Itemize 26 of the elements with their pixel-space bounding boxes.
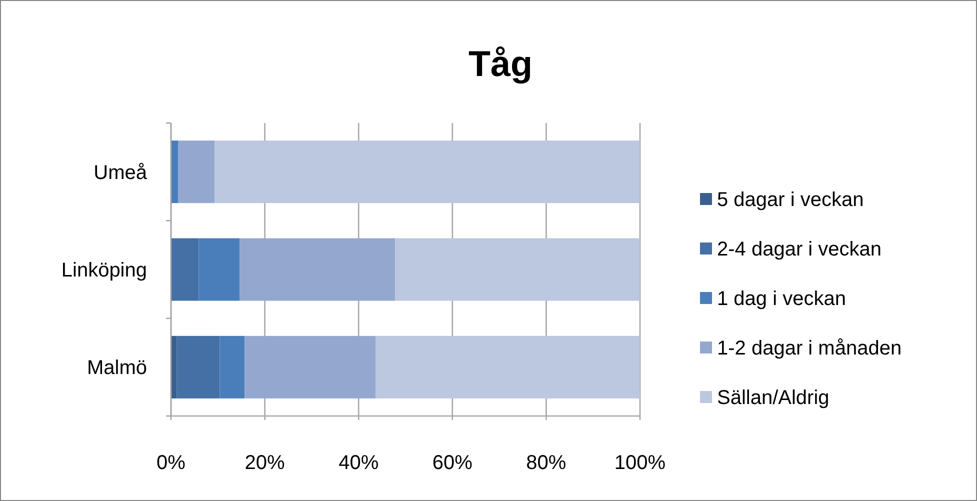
chart-title: Tåg [468, 43, 533, 84]
x-tick-label: 20% [244, 452, 286, 474]
bar [239, 238, 396, 301]
y-tick-label: Malmö [86, 357, 147, 380]
bar [178, 140, 215, 204]
x-tick-label: 40% [338, 452, 379, 474]
bar [198, 238, 240, 301]
y-tick-label: Linköping [61, 260, 147, 282]
legend-label: 1 dag i veckan [717, 288, 846, 310]
legend-label: 2-4 dagar i veckan [717, 238, 882, 260]
bar [244, 336, 376, 398]
bar [171, 238, 199, 301]
x-tick-label: 80% [526, 452, 566, 474]
x-tick-label: 60% [432, 452, 473, 474]
bar [220, 336, 245, 398]
bar [176, 336, 220, 398]
x-tick-label: 100% [614, 452, 666, 474]
bar [375, 336, 640, 398]
legend-label: Sällan/Aldrig [717, 387, 830, 409]
y-tick-label: Umeå [94, 162, 148, 184]
legend-label: 1-2 dagar i månaden [717, 338, 902, 360]
x-tick-label: 0% [156, 452, 186, 474]
bar [171, 140, 178, 204]
bar [395, 238, 640, 301]
legend-label: 5 dagar i veckan [717, 189, 864, 211]
bar [214, 140, 640, 204]
